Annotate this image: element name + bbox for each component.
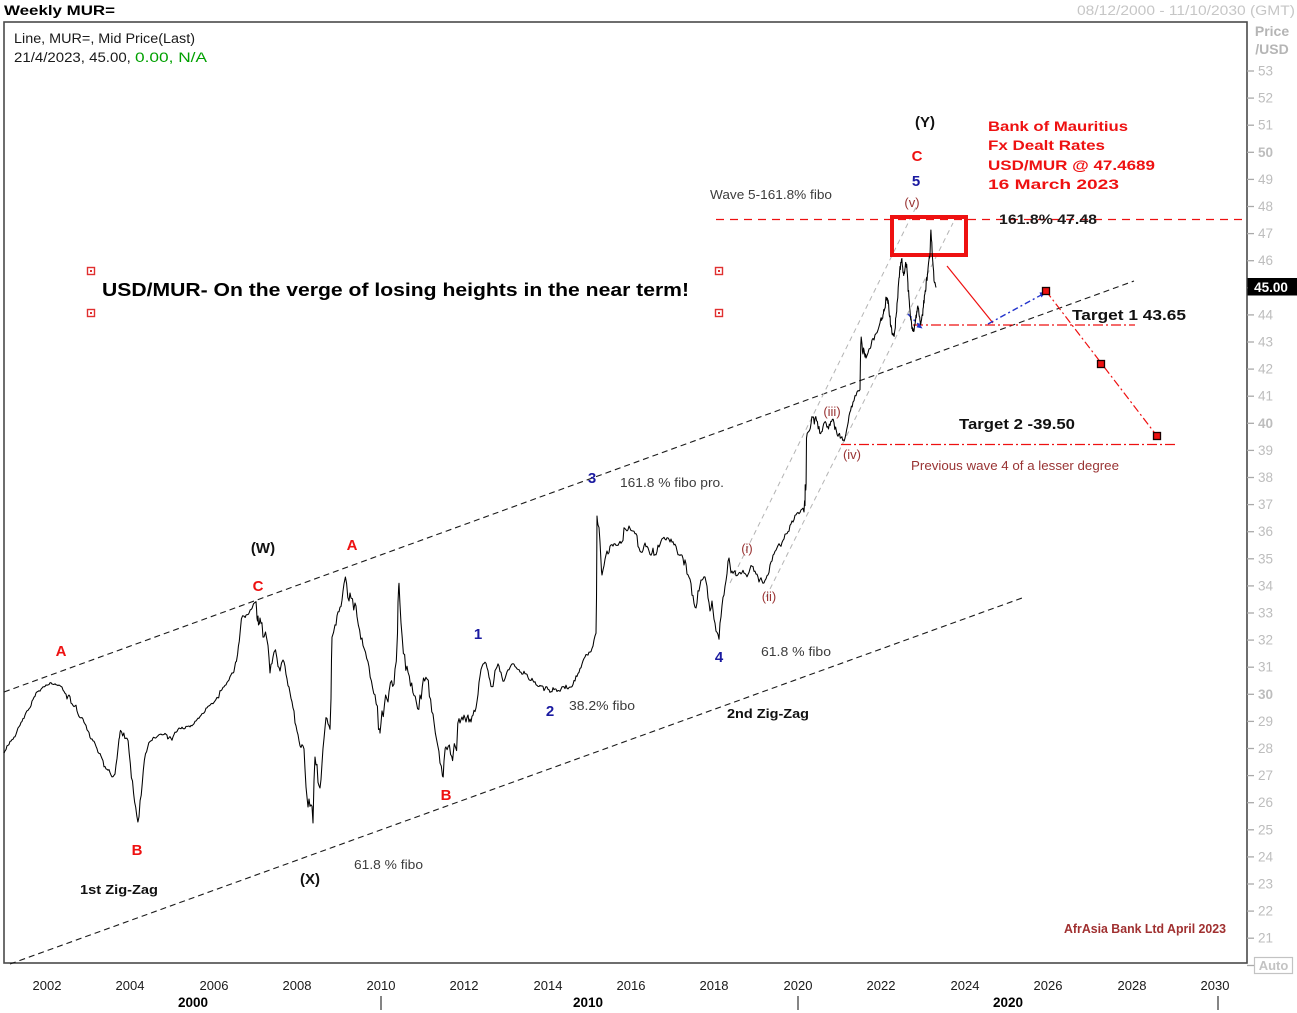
svg-text:29: 29 (1258, 714, 1273, 729)
svg-text:52: 52 (1258, 91, 1273, 106)
svg-text:38: 38 (1258, 470, 1273, 485)
svg-text:2020: 2020 (784, 978, 813, 993)
svg-text:2014: 2014 (534, 978, 563, 993)
svg-text:2018: 2018 (700, 978, 729, 993)
svg-text:35: 35 (1258, 551, 1273, 566)
svg-text:28: 28 (1258, 741, 1273, 756)
svg-text:161.8 % fibo pro.: 161.8 % fibo pro. (620, 475, 724, 490)
svg-text:24: 24 (1258, 849, 1274, 864)
svg-text:21/4/2023, 45.00, 0.00, N/A: 21/4/2023, 45.00, 0.00, N/A (14, 50, 207, 65)
svg-text:25: 25 (1258, 822, 1273, 837)
svg-text:2010: 2010 (367, 978, 396, 993)
svg-text:48: 48 (1258, 199, 1273, 214)
svg-text:Price: Price (1255, 23, 1289, 39)
svg-text:33: 33 (1258, 606, 1273, 621)
svg-text:44: 44 (1258, 307, 1274, 322)
svg-text:A: A (56, 643, 67, 660)
svg-text:C: C (253, 578, 264, 595)
svg-text:2020: 2020 (993, 995, 1023, 1010)
svg-text:A: A (347, 537, 358, 554)
svg-text:30: 30 (1258, 687, 1273, 702)
svg-text:B: B (132, 842, 143, 859)
svg-text:AfrAsia Bank Ltd April 2023: AfrAsia Bank Ltd April 2023 (1064, 921, 1226, 936)
svg-text:49: 49 (1258, 172, 1273, 187)
svg-text:21: 21 (1258, 931, 1273, 946)
svg-text:3: 3 (588, 470, 596, 487)
svg-text:Target 1 43.65: Target 1 43.65 (1072, 307, 1186, 324)
svg-text:27: 27 (1258, 768, 1273, 783)
svg-text:41: 41 (1258, 389, 1273, 404)
svg-text:Weekly MUR=: Weekly MUR= (4, 3, 115, 18)
svg-text:2022: 2022 (867, 978, 896, 993)
svg-text:(ii): (ii) (762, 589, 776, 604)
svg-text:31: 31 (1258, 660, 1273, 675)
svg-text:2016: 2016 (617, 978, 646, 993)
svg-text:Auto: Auto (1259, 958, 1289, 973)
svg-text:161.8% 47.48: 161.8% 47.48 (999, 212, 1098, 227)
svg-text:2002: 2002 (33, 978, 62, 993)
svg-text:61.8 % fibo: 61.8 % fibo (761, 644, 831, 659)
svg-text:(v): (v) (904, 195, 919, 210)
svg-text:1st Zig-Zag: 1st Zig-Zag (80, 882, 158, 897)
svg-text:34: 34 (1258, 578, 1274, 593)
svg-text:Previous wave 4 of a lesser de: Previous wave 4 of a lesser degree (911, 458, 1119, 473)
svg-text:22: 22 (1258, 904, 1273, 919)
svg-text:26: 26 (1258, 795, 1273, 810)
svg-text:40: 40 (1258, 416, 1273, 431)
svg-text:5: 5 (912, 173, 920, 190)
svg-text:2008: 2008 (283, 978, 312, 993)
svg-text:Bank of Mauritius: Bank of Mauritius (988, 118, 1128, 134)
svg-text:2010: 2010 (573, 995, 603, 1010)
svg-text:43: 43 (1258, 335, 1273, 350)
svg-text:Wave 5-161.8% fibo: Wave 5-161.8% fibo (710, 187, 832, 202)
svg-text:23: 23 (1258, 877, 1273, 892)
svg-text:Line, MUR=, Mid Price(Last): Line, MUR=, Mid Price(Last) (14, 31, 195, 46)
svg-text:46: 46 (1258, 253, 1273, 268)
svg-text:2026: 2026 (1034, 978, 1063, 993)
svg-text:/USD: /USD (1255, 41, 1288, 57)
svg-text:(X): (X) (300, 871, 320, 888)
svg-text:37: 37 (1258, 497, 1273, 512)
svg-text:Fx Dealt Rates: Fx Dealt Rates (988, 137, 1105, 153)
svg-text:61.8 % fibo: 61.8 % fibo (354, 857, 423, 872)
svg-text:42: 42 (1258, 362, 1273, 377)
svg-text:16 March 2023: 16 March 2023 (988, 176, 1119, 192)
svg-text:4: 4 (715, 649, 724, 666)
svg-text:2000: 2000 (178, 995, 208, 1010)
svg-text:B: B (441, 787, 452, 804)
svg-text:53: 53 (1258, 64, 1273, 79)
svg-text:51: 51 (1258, 118, 1273, 133)
svg-text:(Y): (Y) (915, 114, 935, 131)
svg-text:(W): (W) (251, 540, 275, 557)
svg-text:36: 36 (1258, 524, 1273, 539)
svg-text:2006: 2006 (200, 978, 229, 993)
svg-text:45.00: 45.00 (1254, 280, 1288, 295)
svg-text:2: 2 (546, 703, 554, 720)
svg-text:C: C (912, 148, 923, 165)
svg-text:39: 39 (1258, 443, 1273, 458)
svg-text:(iv): (iv) (843, 447, 861, 462)
svg-text:(i): (i) (741, 541, 753, 556)
svg-text:50: 50 (1258, 145, 1273, 160)
svg-text:Target 2 -39.50: Target 2 -39.50 (959, 416, 1075, 433)
svg-text:08/12/2000 - 11/10/2030 (GMT): 08/12/2000 - 11/10/2030 (GMT) (1077, 3, 1295, 18)
svg-text:47: 47 (1258, 226, 1273, 241)
svg-text:USD/MUR @ 47.4689: USD/MUR @ 47.4689 (988, 157, 1155, 173)
svg-text:38.2% fibo: 38.2% fibo (569, 698, 635, 713)
svg-text:2nd Zig-Zag: 2nd Zig-Zag (727, 706, 809, 721)
svg-text:2030: 2030 (1201, 978, 1230, 993)
svg-text:1: 1 (474, 626, 482, 643)
svg-text:2004: 2004 (116, 978, 145, 993)
svg-text:32: 32 (1258, 633, 1273, 648)
svg-text:2024: 2024 (951, 978, 980, 993)
svg-text:2028: 2028 (1118, 978, 1147, 993)
svg-text:2012: 2012 (450, 978, 479, 993)
svg-text:(iii): (iii) (823, 404, 840, 419)
svg-text:USD/MUR- On the verge of losin: USD/MUR- On the verge of losing heights … (102, 280, 689, 300)
